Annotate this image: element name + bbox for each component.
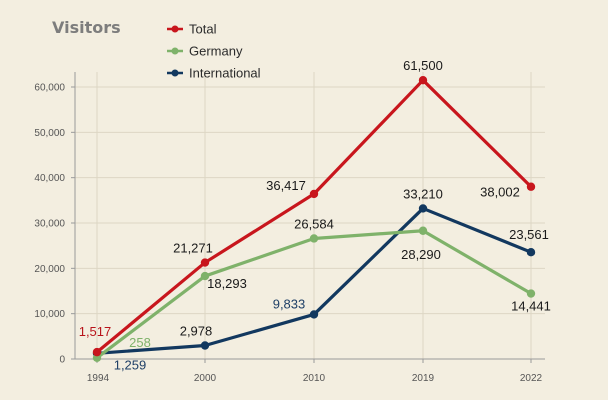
data-label-germany: 14,441 xyxy=(511,299,551,314)
data-label-international: 2,978 xyxy=(180,323,213,338)
x-tick-label: 2000 xyxy=(194,373,217,384)
data-label-international: 23,561 xyxy=(509,227,549,242)
data-label-international: 33,210 xyxy=(403,186,443,201)
y-tick-label: 20,000 xyxy=(34,264,65,275)
series-lines xyxy=(92,76,536,363)
legend-swatch-dot xyxy=(171,69,179,77)
x-tick-label: 2019 xyxy=(412,373,435,384)
y-tick-label: 40,000 xyxy=(34,173,65,184)
legend-swatch-dot xyxy=(171,47,179,55)
data-point-germany xyxy=(309,234,319,243)
chart-title: Visitors xyxy=(52,18,121,37)
data-point-total xyxy=(92,347,102,357)
legend-label: Germany xyxy=(189,44,243,59)
data-label-germany: 28,290 xyxy=(401,247,441,262)
y-tick-label: 60,000 xyxy=(34,83,65,94)
data-point-germany xyxy=(526,289,536,298)
legend: Total Germany International xyxy=(167,22,261,81)
y-tick-label: 50,000 xyxy=(34,128,65,139)
data-labels: 1,517 21,271 36,417 61,500 38,002 258 18,293 26… xyxy=(79,58,551,372)
data-label-total: 21,271 xyxy=(173,241,213,256)
data-label-total: 36,417 xyxy=(266,178,306,193)
axes: 0 10,000 20,000 30,000 40,000 50,000 60,000 199… xyxy=(34,72,545,384)
data-label-international: 1,259 xyxy=(114,357,147,372)
data-label-germany: 26,584 xyxy=(294,216,334,231)
data-point-total xyxy=(200,258,210,267)
data-point-total xyxy=(309,189,319,199)
data-label-total: 38,002 xyxy=(480,185,520,200)
y-tick-label: 10,000 xyxy=(34,309,65,320)
legend-swatch-dot xyxy=(171,25,179,33)
data-point-international xyxy=(418,204,428,213)
data-point-germany xyxy=(418,226,428,235)
data-label-germany: 18,293 xyxy=(207,276,247,291)
grid-lines xyxy=(75,72,545,359)
data-label-total: 61,500 xyxy=(403,58,443,73)
y-tick-label: 30,000 xyxy=(34,219,65,230)
data-point-total xyxy=(526,182,536,191)
x-tick-label: 1994 xyxy=(87,373,110,384)
legend-label: International xyxy=(189,66,261,81)
y-tick-label: 0 xyxy=(59,355,65,366)
x-tick-label: 2022 xyxy=(520,373,543,384)
data-label-germany: 258 xyxy=(129,335,151,350)
data-point-international xyxy=(526,247,536,257)
data-point-total xyxy=(418,76,428,85)
data-point-international xyxy=(200,341,210,350)
data-point-international xyxy=(309,310,319,319)
data-label-total: 1,517 xyxy=(79,324,112,339)
data-label-international: 9,833 xyxy=(273,296,306,311)
x-tick-label: 2010 xyxy=(303,373,326,384)
legend-label: Total xyxy=(189,22,217,37)
data-point-germany xyxy=(200,271,210,281)
